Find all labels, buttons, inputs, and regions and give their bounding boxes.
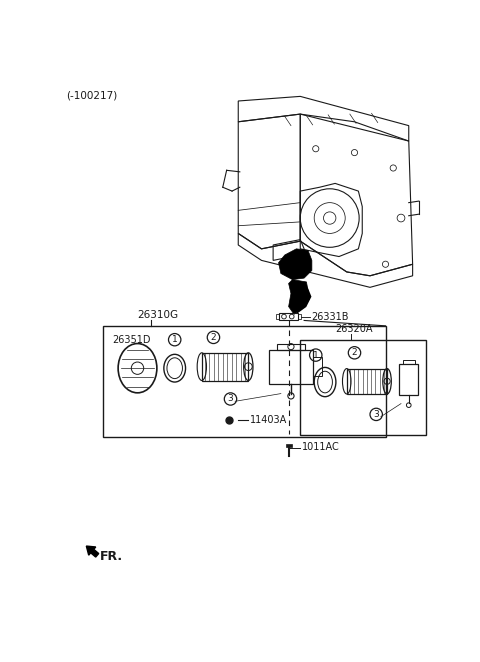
Bar bbox=[276, 314, 279, 319]
Text: 1011AC: 1011AC bbox=[302, 442, 339, 453]
Text: 1: 1 bbox=[313, 351, 319, 359]
Bar bbox=[279, 312, 298, 320]
Bar bbox=[202, 353, 248, 381]
Text: 2: 2 bbox=[352, 348, 357, 357]
FancyArrow shape bbox=[86, 546, 99, 557]
Bar bbox=[103, 326, 385, 438]
Text: 26320A: 26320A bbox=[335, 324, 372, 334]
Text: 11403A: 11403A bbox=[250, 415, 287, 425]
Bar bbox=[269, 350, 312, 383]
Text: 3: 3 bbox=[228, 395, 233, 404]
Bar bbox=[403, 359, 415, 364]
Polygon shape bbox=[278, 249, 312, 279]
Bar bbox=[286, 444, 292, 447]
Text: 26331B: 26331B bbox=[311, 312, 348, 322]
Bar bbox=[300, 340, 426, 435]
Text: 26310G: 26310G bbox=[137, 310, 179, 320]
Text: 3: 3 bbox=[373, 410, 379, 419]
Text: 1: 1 bbox=[172, 335, 178, 344]
Bar bbox=[347, 369, 387, 394]
Text: (-100217): (-100217) bbox=[66, 90, 118, 100]
Bar bbox=[399, 364, 418, 395]
Bar bbox=[298, 314, 301, 319]
Bar bbox=[277, 344, 305, 350]
Text: 2: 2 bbox=[211, 333, 216, 342]
Text: 26351D: 26351D bbox=[113, 335, 151, 345]
Polygon shape bbox=[288, 279, 310, 314]
Text: FR.: FR. bbox=[100, 550, 123, 563]
Bar bbox=[312, 357, 322, 376]
